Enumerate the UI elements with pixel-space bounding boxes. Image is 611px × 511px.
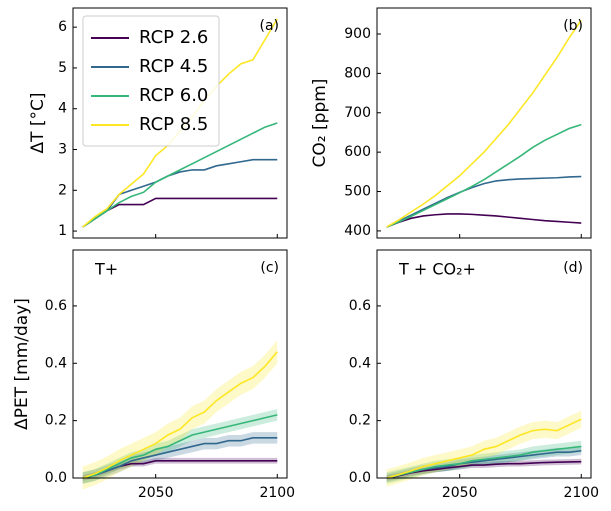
- y-axis-label: CO₂ [ppm]: [310, 79, 330, 168]
- y-tick-label: 0.2: [45, 413, 67, 429]
- panel-title: T + CO₂+: [398, 260, 476, 279]
- y-tick-label: 800: [344, 65, 371, 81]
- plot-frame: [72, 249, 288, 479]
- series-line: [82, 437, 278, 479]
- y-tick-label: 900: [344, 26, 371, 42]
- y-tick-label: 500: [344, 184, 371, 200]
- series-line: [82, 351, 278, 479]
- y-tick-label: 0.0: [45, 470, 67, 486]
- y-tick-label: 0.6: [349, 298, 371, 314]
- uncertainty-band: [386, 458, 582, 481]
- y-tick-label: 5: [58, 60, 67, 76]
- y-tick-label: 0.4: [45, 355, 67, 371]
- y-axis-label: ΔPET [mm/day]: [12, 298, 32, 430]
- panel-title: T+: [94, 260, 118, 279]
- y-tick-label: 0.2: [349, 413, 371, 429]
- legend-label: RCP 6.0: [139, 85, 208, 106]
- y-tick-label: 4: [58, 101, 67, 117]
- y-tick-label: 0.6: [45, 298, 67, 314]
- panel-label: (c): [260, 260, 279, 276]
- series-line: [386, 213, 582, 228]
- legend-label: RCP 4.5: [139, 56, 208, 77]
- x-tick-label: 2050: [138, 485, 174, 501]
- y-tick-label: 6: [58, 19, 67, 35]
- uncertainty-band: [82, 340, 278, 490]
- series-line: [386, 175, 582, 228]
- y-tick-label: 3: [58, 142, 67, 158]
- y-tick-label: 700: [344, 105, 371, 121]
- y-axis-label: ΔT [°C]: [28, 92, 48, 153]
- series-line: [386, 123, 582, 228]
- x-tick-label: 2050: [442, 485, 478, 501]
- y-tick-label: 600: [344, 144, 371, 160]
- series-line: [386, 418, 582, 479]
- y-tick-label: 0.0: [349, 470, 371, 486]
- legend-label: RCP 8.5: [139, 114, 208, 135]
- series-line: [82, 414, 278, 479]
- y-tick-label: 1: [58, 223, 67, 239]
- x-tick-label: 2100: [563, 485, 599, 501]
- y-tick-label: 2: [58, 182, 67, 198]
- x-tick-label: 2100: [259, 485, 295, 501]
- y-tick-label: 0.4: [349, 355, 371, 371]
- series-line: [82, 197, 278, 228]
- plot-frame: [376, 249, 592, 479]
- series-line: [386, 445, 582, 479]
- uncertainty-band: [82, 432, 278, 484]
- panel-label: (d): [563, 260, 583, 276]
- plot-frame: [72, 7, 288, 239]
- series-line: [386, 460, 582, 479]
- series-line: [386, 19, 582, 228]
- plot-frame: [376, 7, 592, 239]
- panel-label: (a): [259, 18, 279, 34]
- y-tick-label: 400: [344, 223, 371, 239]
- series-line: [82, 122, 278, 228]
- legend-label: RCP 2.6: [139, 27, 208, 48]
- panel-label: (b): [563, 18, 583, 34]
- uncertainty-band: [82, 409, 278, 484]
- legend-box: [82, 15, 220, 147]
